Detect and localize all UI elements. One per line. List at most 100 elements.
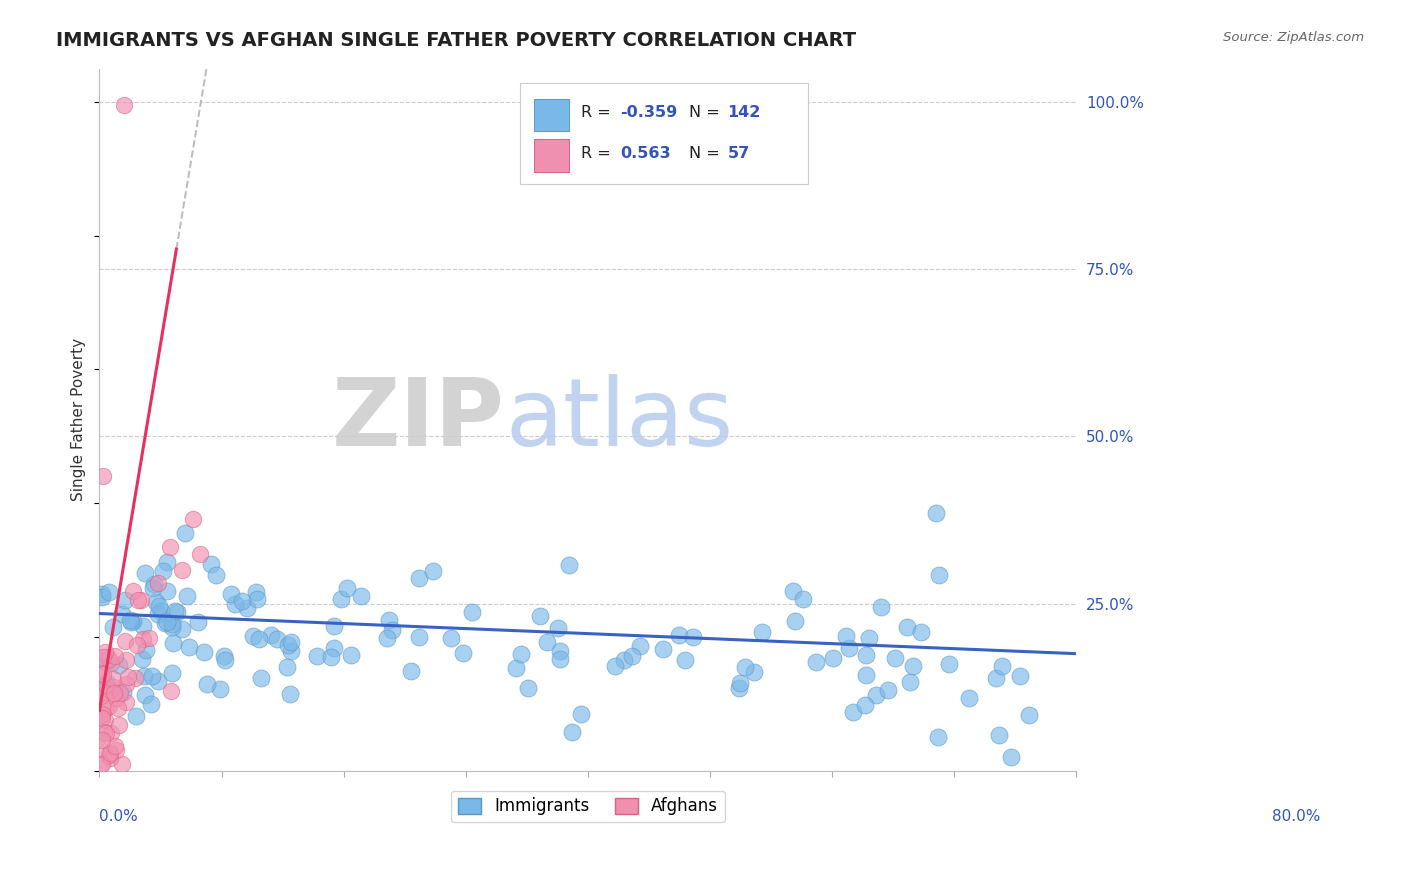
Point — [336, 581, 359, 595]
Point — [103, 681, 125, 695]
Point — [91, 732, 114, 747]
Point — [90, 707, 112, 722]
Point — [910, 625, 932, 640]
Point — [901, 659, 924, 673]
Point — [172, 563, 194, 577]
Point — [100, 683, 122, 698]
Point — [131, 619, 153, 633]
Point — [90, 689, 112, 703]
Point — [148, 607, 170, 622]
Point — [204, 568, 226, 582]
Point — [127, 592, 149, 607]
Point — [111, 757, 134, 772]
Point — [91, 706, 114, 721]
Point — [152, 564, 174, 578]
Point — [134, 689, 156, 703]
Point — [855, 698, 877, 712]
Point — [141, 697, 163, 711]
Point — [821, 651, 844, 665]
Point — [620, 649, 643, 664]
Point — [510, 648, 533, 662]
Text: R =: R = — [581, 105, 616, 120]
Point — [835, 629, 858, 643]
Point — [734, 660, 756, 674]
Point — [440, 632, 463, 646]
Point — [350, 589, 373, 603]
Point — [188, 547, 211, 561]
Point — [1000, 750, 1022, 764]
Point — [98, 748, 121, 763]
Point — [957, 690, 980, 705]
Point — [250, 671, 273, 685]
Point — [505, 661, 527, 675]
Point — [104, 743, 127, 757]
Point — [177, 640, 200, 654]
Point — [782, 584, 804, 599]
Point — [90, 587, 112, 601]
Point — [160, 666, 183, 681]
Point — [159, 541, 181, 555]
Point — [134, 566, 156, 580]
Point — [751, 625, 773, 640]
Point — [224, 597, 246, 611]
Point — [340, 648, 363, 662]
Point — [548, 652, 571, 666]
Point — [156, 615, 179, 629]
Point — [120, 615, 142, 629]
Point — [145, 595, 167, 609]
Point — [89, 742, 111, 756]
Point — [869, 600, 891, 615]
Point — [381, 623, 404, 637]
Text: ZIP: ZIP — [332, 374, 505, 466]
Point — [330, 591, 353, 606]
Point — [146, 576, 169, 591]
Point — [547, 621, 569, 635]
Point — [90, 757, 112, 772]
Point — [111, 607, 134, 621]
Text: N =: N = — [689, 105, 724, 120]
Point — [783, 614, 806, 628]
Legend: Immigrants, Afghans: Immigrants, Afghans — [451, 790, 725, 822]
Point — [408, 571, 430, 585]
Point — [115, 695, 138, 709]
Point — [132, 632, 155, 646]
Point — [187, 615, 209, 629]
Point — [100, 657, 122, 671]
Point — [94, 645, 117, 659]
Point — [529, 609, 551, 624]
FancyBboxPatch shape — [534, 99, 569, 131]
Point — [96, 726, 118, 740]
Point — [94, 678, 117, 692]
Point — [172, 623, 194, 637]
Point — [461, 605, 484, 619]
Point — [247, 632, 270, 647]
Text: 57: 57 — [728, 146, 749, 161]
Point — [1018, 708, 1040, 723]
Point — [927, 730, 949, 744]
Point — [97, 699, 120, 714]
Point — [111, 685, 134, 699]
Point — [112, 98, 135, 112]
Point — [925, 506, 948, 520]
Point — [114, 653, 136, 667]
Point — [742, 665, 765, 679]
Point — [1008, 668, 1031, 682]
Point — [651, 641, 673, 656]
Point — [150, 604, 173, 618]
Point — [675, 653, 697, 667]
Point — [613, 652, 636, 666]
Point — [96, 649, 118, 664]
Point — [804, 656, 827, 670]
Point — [990, 658, 1012, 673]
Point — [96, 676, 118, 690]
Point — [221, 587, 243, 601]
Point — [90, 711, 112, 725]
Point — [260, 628, 283, 642]
Point — [166, 605, 188, 619]
Point — [628, 639, 651, 653]
Point — [865, 689, 887, 703]
Point — [114, 676, 136, 690]
Point — [121, 615, 143, 629]
Point — [127, 638, 149, 652]
Point — [181, 512, 204, 526]
